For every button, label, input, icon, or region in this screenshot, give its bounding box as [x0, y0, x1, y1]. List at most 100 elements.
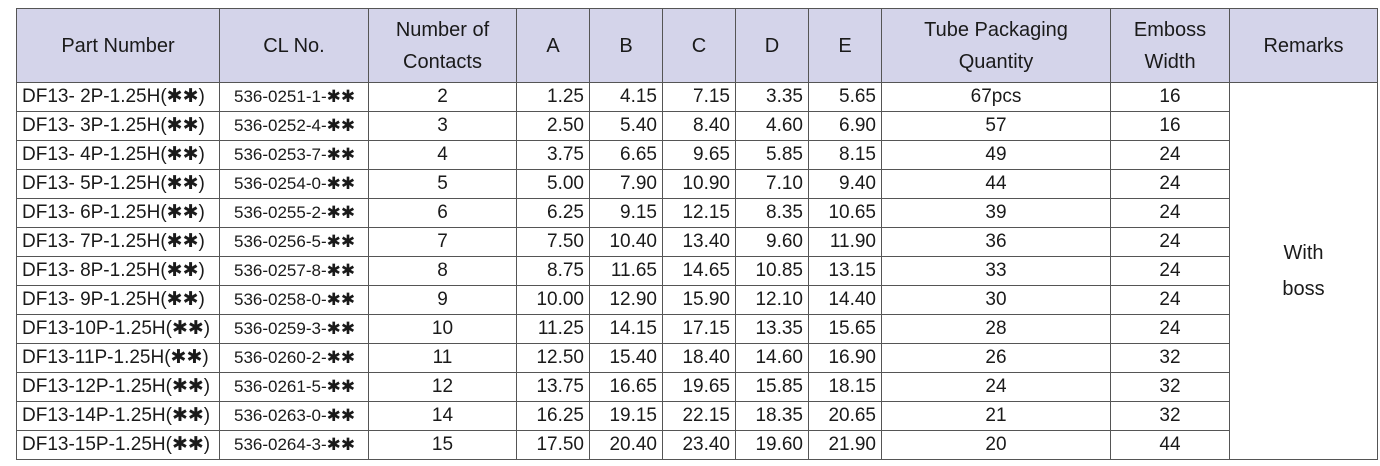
remarks-line-2: boss [1282, 278, 1325, 300]
dim-a-cell: 6.25 [516, 198, 590, 228]
dim-e-cell: 11.90 [808, 227, 882, 257]
contacts-cell: 2 [368, 82, 517, 112]
cl-no-cell: 536-0255-2-✱✱ [219, 198, 369, 228]
table-row: DF13- 7P-1.25H(✱✱) 536-0256-5-✱✱ 7 7.50 10.4… [16, 227, 1378, 257]
table-row: DF13-14P-1.25H(✱✱) 536-0263-0-✱✱ 14 16.25 19… [16, 401, 1378, 431]
contacts-cell: 3 [368, 111, 517, 141]
dim-d-cell: 5.85 [735, 140, 809, 170]
table-row: DF13- 8P-1.25H(✱✱) 536-0257-8-✱✱ 8 8.75 11.6… [16, 256, 1378, 286]
tube-quantity-cell: 49 [881, 140, 1111, 170]
tube-quantity-cell: 33 [881, 256, 1111, 286]
contacts-cell: 14 [368, 401, 517, 431]
emboss-width-cell: 32 [1110, 372, 1230, 402]
header-tube-packaging-quantity: Tube Packaging Quantity [881, 8, 1111, 83]
contacts-cell: 10 [368, 314, 517, 344]
header-e: E [808, 8, 882, 83]
dim-a-cell: 3.75 [516, 140, 590, 170]
dim-c-cell: 13.40 [662, 227, 736, 257]
dim-c-cell: 8.40 [662, 111, 736, 141]
part-number-cell: DF13-12P-1.25H(✱✱) [16, 372, 220, 402]
tube-quantity-cell: 20 [881, 430, 1111, 460]
dim-a-cell: 2.50 [516, 111, 590, 141]
header-d: D [735, 8, 809, 83]
remarks-cell: With boss [1229, 82, 1378, 460]
dim-d-cell: 13.35 [735, 314, 809, 344]
dim-e-cell: 18.15 [808, 372, 882, 402]
dim-a-cell: 1.25 [516, 82, 590, 112]
tube-quantity-cell: 30 [881, 285, 1111, 315]
dim-a-cell: 10.00 [516, 285, 590, 315]
dim-d-cell: 19.60 [735, 430, 809, 460]
part-number-cell: DF13- 2P-1.25H(✱✱) [16, 82, 220, 112]
tube-quantity-cell: 67pcs [881, 82, 1111, 112]
cl-no-cell: 536-0259-3-✱✱ [219, 314, 369, 344]
emboss-width-cell: 32 [1110, 401, 1230, 431]
cl-no-cell: 536-0263-0-✱✱ [219, 401, 369, 431]
contacts-cell: 6 [368, 198, 517, 228]
dim-a-cell: 13.75 [516, 372, 590, 402]
contacts-cell: 8 [368, 256, 517, 286]
cl-no-cell: 536-0258-0-✱✱ [219, 285, 369, 315]
dim-c-cell: 15.90 [662, 285, 736, 315]
table-row: DF13- 3P-1.25H(✱✱) 536-0252-4-✱✱ 3 2.50 5.40… [16, 111, 1378, 141]
dim-d-cell: 18.35 [735, 401, 809, 431]
dim-c-cell: 9.65 [662, 140, 736, 170]
header-emboss-width: Emboss Width [1110, 8, 1230, 83]
dim-b-cell: 5.40 [589, 111, 663, 141]
cl-no-cell: 536-0252-4-✱✱ [219, 111, 369, 141]
header-row: Part Number CL No. Number of Contacts A B… [16, 8, 1378, 83]
emboss-width-cell: 24 [1110, 140, 1230, 170]
dim-c-cell: 19.65 [662, 372, 736, 402]
dim-d-cell: 4.60 [735, 111, 809, 141]
table-row: DF13-12P-1.25H(✱✱) 536-0261-5-✱✱ 12 13.75 16… [16, 372, 1378, 402]
dim-e-cell: 6.90 [808, 111, 882, 141]
dim-e-cell: 16.90 [808, 343, 882, 373]
tube-quantity-cell: 36 [881, 227, 1111, 257]
header-a: A [516, 8, 590, 83]
dim-a-cell: 16.25 [516, 401, 590, 431]
part-number-cell: DF13- 3P-1.25H(✱✱) [16, 111, 220, 141]
dim-e-cell: 8.15 [808, 140, 882, 170]
dim-b-cell: 14.15 [589, 314, 663, 344]
dim-d-cell: 3.35 [735, 82, 809, 112]
spec-table-container: Part Number CL No. Number of Contacts A B… [16, 8, 1378, 460]
part-number-cell: DF13-15P-1.25H(✱✱) [16, 430, 220, 460]
dim-e-cell: 21.90 [808, 430, 882, 460]
dim-a-cell: 5.00 [516, 169, 590, 199]
dim-d-cell: 15.85 [735, 372, 809, 402]
contacts-cell: 9 [368, 285, 517, 315]
contacts-cell: 12 [368, 372, 517, 402]
connector-spec-table: Part Number CL No. Number of Contacts A B… [16, 8, 1378, 460]
tube-quantity-cell: 57 [881, 111, 1111, 141]
contacts-cell: 15 [368, 430, 517, 460]
dim-d-cell: 9.60 [735, 227, 809, 257]
tube-quantity-cell: 39 [881, 198, 1111, 228]
dim-b-cell: 9.15 [589, 198, 663, 228]
header-remarks: Remarks [1229, 8, 1378, 83]
tube-quantity-cell: 26 [881, 343, 1111, 373]
dim-e-cell: 15.65 [808, 314, 882, 344]
dim-c-cell: 14.65 [662, 256, 736, 286]
header-part-number: Part Number [16, 8, 220, 83]
table-row: DF13- 9P-1.25H(✱✱) 536-0258-0-✱✱ 9 10.00 12.… [16, 285, 1378, 315]
dim-b-cell: 16.65 [589, 372, 663, 402]
contacts-cell: 7 [368, 227, 517, 257]
part-number-cell: DF13- 7P-1.25H(✱✱) [16, 227, 220, 257]
dim-c-cell: 22.15 [662, 401, 736, 431]
cl-no-cell: 536-0253-7-✱✱ [219, 140, 369, 170]
dim-b-cell: 6.65 [589, 140, 663, 170]
cl-no-cell: 536-0264-3-✱✱ [219, 430, 369, 460]
emboss-width-cell: 24 [1110, 285, 1230, 315]
tube-quantity-cell: 28 [881, 314, 1111, 344]
part-number-cell: DF13- 5P-1.25H(✱✱) [16, 169, 220, 199]
dim-b-cell: 11.65 [589, 256, 663, 286]
dim-d-cell: 7.10 [735, 169, 809, 199]
dim-e-cell: 20.65 [808, 401, 882, 431]
dim-a-cell: 11.25 [516, 314, 590, 344]
table-row: DF13- 6P-1.25H(✱✱) 536-0255-2-✱✱ 6 6.25 9.15… [16, 198, 1378, 228]
table-body: DF13- 2P-1.25H(✱✱) 536-0251-1-✱✱ 2 1.25 4.15… [16, 82, 1378, 460]
header-cl-no: CL No. [219, 8, 369, 83]
contacts-cell: 4 [368, 140, 517, 170]
dim-c-cell: 10.90 [662, 169, 736, 199]
dim-b-cell: 20.40 [589, 430, 663, 460]
